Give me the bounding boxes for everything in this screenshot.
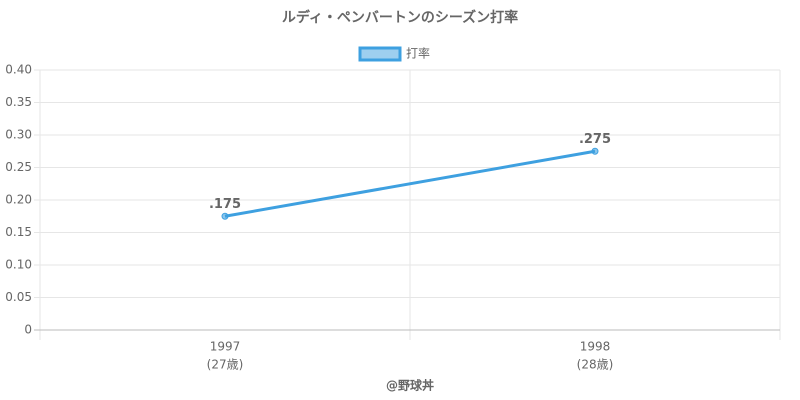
x-tick-sublabel: (27歳) <box>207 358 244 372</box>
chart-title: ルディ・ペンバートンのシーズン打率 <box>282 9 518 26</box>
y-tick-label: 0.10 <box>5 258 32 272</box>
data-point <box>591 147 599 155</box>
x-axis-label: @野球丼 <box>386 378 434 393</box>
y-tick-label: 0.40 <box>5 63 32 77</box>
legend-label: 打率 <box>406 46 430 61</box>
legend-swatch <box>358 46 402 62</box>
data-label: .275 <box>579 132 611 147</box>
data-line <box>224 149 596 218</box>
y-tick-label: 0 <box>24 323 32 337</box>
data-point <box>221 212 229 220</box>
x-tick-sublabel: (28歳) <box>577 358 614 372</box>
y-tick-label: 0.35 <box>5 95 32 109</box>
y-tick-label: 0.20 <box>5 193 32 207</box>
y-tick-label: 0.30 <box>5 128 32 142</box>
data-label: .175 <box>209 197 241 212</box>
y-tick-label: 0.05 <box>5 290 32 304</box>
x-tick-label: 1998 <box>580 340 611 354</box>
y-tick-label: 0.15 <box>5 225 32 239</box>
x-tick-label: 1997 <box>210 340 241 354</box>
y-tick-label: 0.25 <box>5 160 32 174</box>
